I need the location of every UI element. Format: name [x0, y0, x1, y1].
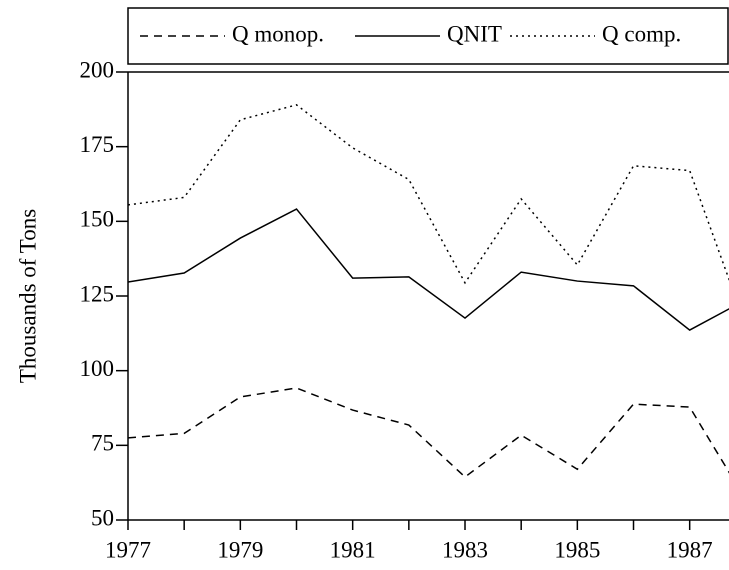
- plot-area: [128, 104, 729, 478]
- series-line: [128, 208, 729, 331]
- x-tick-label: 1977: [105, 537, 151, 562]
- x-tick-label: 1987: [667, 537, 713, 562]
- y-tick-label: 175: [80, 132, 115, 157]
- series-line: [128, 104, 729, 285]
- legend-label: Q monop.: [232, 21, 324, 46]
- legend-label: Q comp.: [602, 21, 681, 46]
- y-tick-label: 150: [80, 207, 115, 232]
- y-tick-label: 100: [80, 356, 115, 381]
- y-tick-label: 50: [91, 505, 114, 530]
- x-tick-label: 1979: [217, 537, 263, 562]
- y-tick-label: 200: [80, 57, 115, 82]
- x-tick-label: 1981: [330, 537, 376, 562]
- y-axis-label: Thousands of Tons: [15, 209, 40, 383]
- x-tick-label: 1985: [554, 537, 600, 562]
- y-tick-label: 125: [80, 281, 115, 306]
- y-tick-label: 75: [91, 431, 114, 456]
- series-line: [128, 387, 729, 478]
- legend-label: QNIT: [447, 21, 502, 46]
- x-tick-label: 1983: [442, 537, 488, 562]
- legend-box: [127, 7, 729, 65]
